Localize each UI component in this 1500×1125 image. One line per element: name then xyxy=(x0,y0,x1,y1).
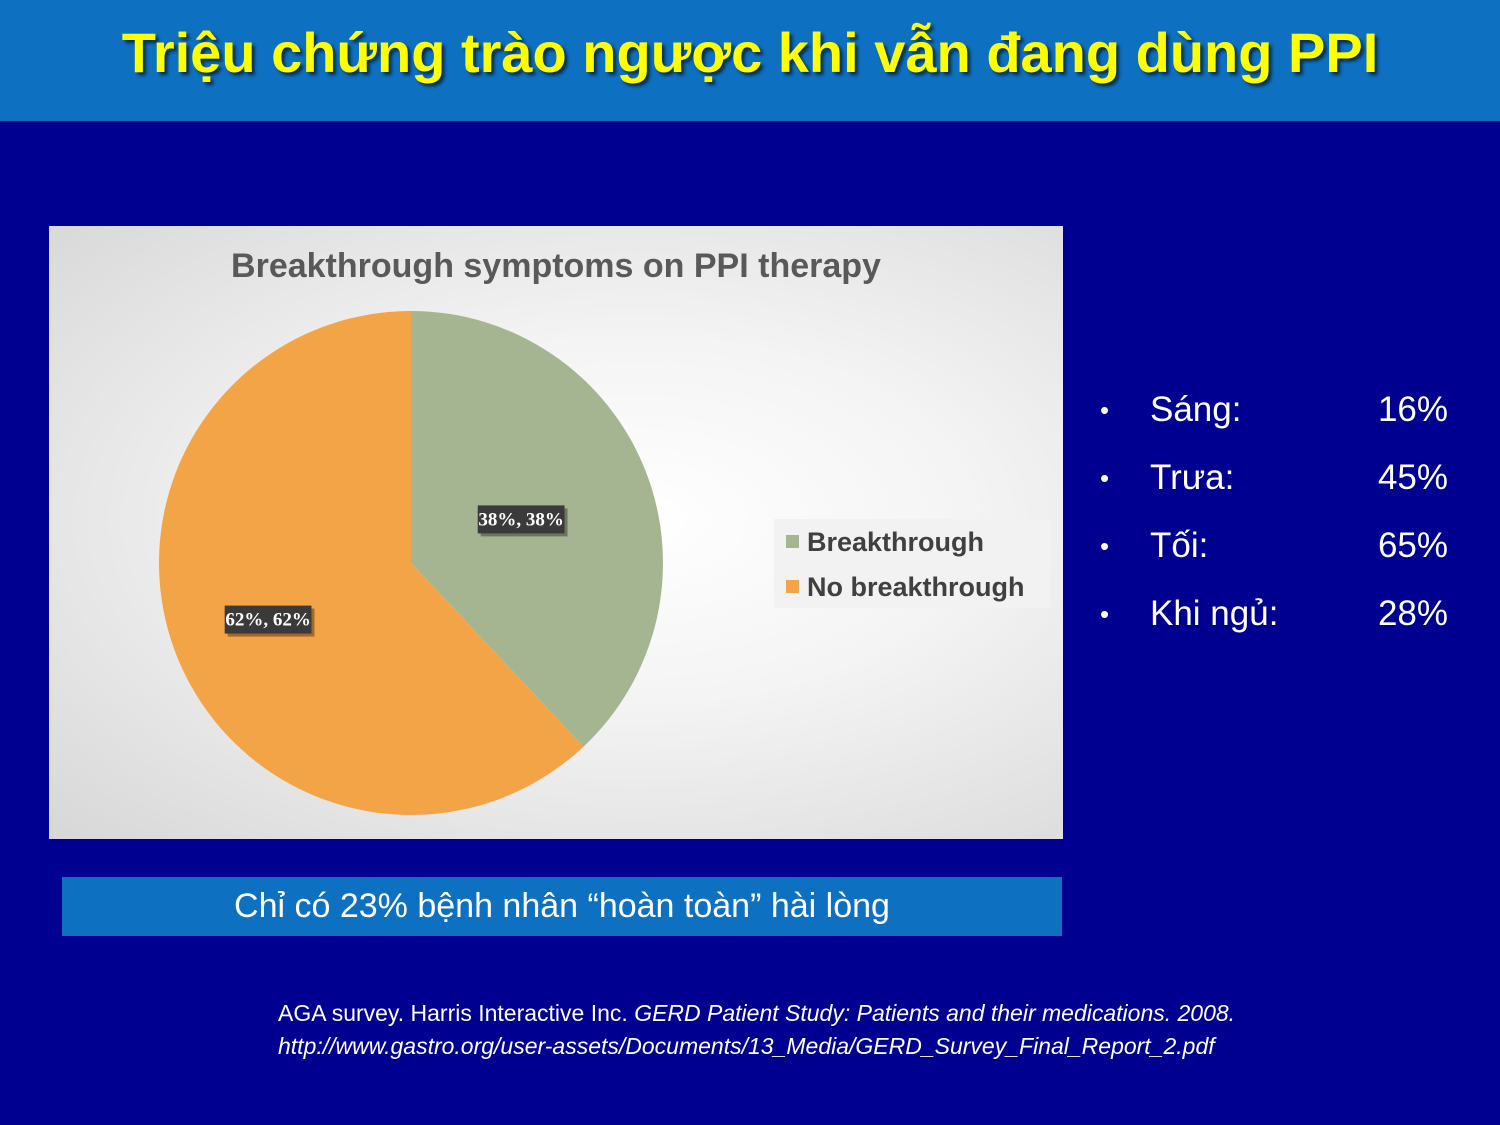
time-value: 65% xyxy=(1377,526,1448,565)
time-value: 28% xyxy=(1377,594,1448,633)
time-of-day-list: • Sáng: 16% • Trưa: 45% • Tối: 65% • Khi… xyxy=(1100,385,1460,657)
bullet-dot: • xyxy=(1100,463,1110,493)
chart-title: Breakthrough symptoms on PPI therapy xyxy=(231,247,881,285)
list-item: • Trưa: 45% xyxy=(1100,453,1460,521)
legend-background xyxy=(774,519,1050,608)
list-item: • Sáng: 16% xyxy=(1100,385,1460,453)
satisfaction-banner: Chỉ có 23% bệnh nhân “hoàn toàn” hài lòn… xyxy=(62,877,1062,936)
list-item: • Tối: 65% xyxy=(1100,521,1460,589)
time-label: Trưa: xyxy=(1150,458,1235,497)
chart-area: Breakthrough symptoms on PPI therapy 38%… xyxy=(49,226,1063,839)
legend-label-no-breakthrough: No breakthrough xyxy=(807,572,1025,602)
legend-swatch-breakthrough xyxy=(786,535,799,548)
legend-label-breakthrough: Breakthrough xyxy=(807,527,984,557)
slide-title: Triệu chứng trào ngược khi vẫn đang dùng… xyxy=(121,21,1379,84)
time-label: Sáng: xyxy=(1150,390,1242,429)
legend-swatch-no-breakthrough xyxy=(786,580,799,593)
citation-line-1: AGA survey. Harris Interactive Inc. GERD… xyxy=(278,997,1478,1030)
time-value: 16% xyxy=(1377,390,1448,429)
bullet-dot: • xyxy=(1100,599,1110,629)
time-label: Tối: xyxy=(1150,526,1209,565)
data-label-breakthrough: 38%, 38% xyxy=(478,509,564,530)
list-item: • Khi ngủ: 28% xyxy=(1100,589,1460,657)
data-label-box xyxy=(477,505,565,534)
data-label-box xyxy=(224,605,312,634)
time-label: Khi ngủ: xyxy=(1150,594,1279,633)
pie-chart: Breakthrough symptoms on PPI therapy 38%… xyxy=(159,247,1050,815)
data-label-no-breakthrough: 62%, 62% xyxy=(225,610,311,631)
time-value: 45% xyxy=(1377,458,1448,497)
citation-study-title: GERD Patient Study: Patients and their m… xyxy=(634,1000,1236,1026)
citation: AGA survey. Harris Interactive Inc. GERD… xyxy=(278,997,1478,1063)
citation-url: http://www.gastro.org/user-assets/Docume… xyxy=(278,1033,1215,1059)
bullet-dot: • xyxy=(1100,395,1110,425)
pie-slice-no-breakthrough xyxy=(159,311,584,815)
bullet-dot: • xyxy=(1100,531,1110,561)
title-bar xyxy=(0,0,1500,121)
citation-source: AGA survey. Harris Interactive Inc. xyxy=(278,1000,635,1026)
